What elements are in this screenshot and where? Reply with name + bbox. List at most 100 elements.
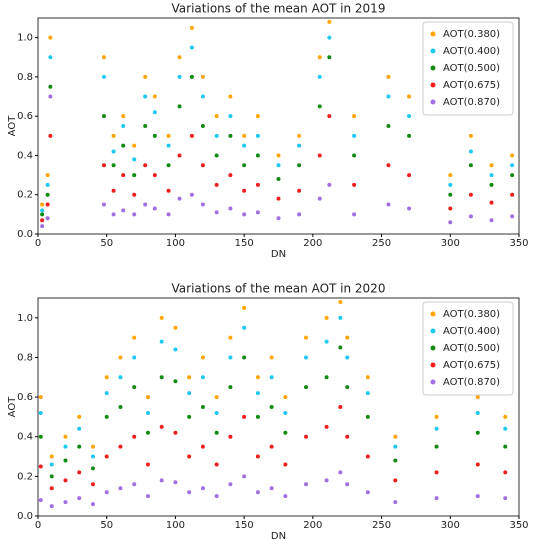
point	[90, 466, 95, 471]
y-tick-label: 0.2	[17, 471, 33, 482]
point	[317, 196, 322, 201]
point	[228, 355, 233, 360]
point	[159, 339, 164, 344]
point	[448, 220, 453, 225]
point	[228, 385, 233, 390]
point	[143, 163, 148, 168]
point	[503, 496, 508, 501]
point	[475, 430, 480, 435]
point	[189, 133, 194, 138]
point	[63, 444, 68, 449]
point	[200, 202, 205, 207]
point	[317, 55, 322, 60]
point	[365, 454, 370, 459]
point	[189, 74, 194, 79]
point	[303, 385, 308, 390]
point	[48, 55, 53, 60]
legend-marker	[430, 82, 436, 88]
point	[132, 385, 137, 390]
point	[145, 395, 150, 400]
point	[63, 478, 68, 483]
point	[255, 490, 260, 495]
legend-label: AOT(0.675)	[443, 360, 500, 371]
legend-box	[422, 21, 514, 116]
point	[214, 133, 219, 138]
point	[448, 182, 453, 187]
point	[200, 124, 205, 128]
point	[434, 496, 439, 501]
point	[510, 192, 515, 197]
point	[338, 345, 343, 350]
point	[132, 434, 137, 439]
point	[242, 133, 247, 138]
point	[228, 335, 233, 340]
point	[187, 414, 192, 419]
axes-frame	[37, 297, 520, 517]
point	[276, 216, 281, 221]
point	[187, 391, 192, 396]
point	[283, 430, 288, 435]
point	[352, 133, 357, 138]
point	[200, 444, 205, 449]
point	[173, 480, 178, 485]
point	[407, 206, 412, 211]
point	[143, 94, 148, 99]
legend-box	[422, 301, 514, 396]
point	[214, 462, 219, 467]
legend-label: AOT(0.675)	[443, 80, 500, 91]
point	[345, 335, 350, 340]
point	[166, 143, 171, 148]
point	[49, 474, 54, 479]
point	[393, 458, 398, 463]
point	[393, 444, 398, 449]
point	[434, 444, 439, 449]
point	[118, 444, 123, 449]
point	[104, 414, 109, 419]
point	[468, 214, 473, 219]
legend: AOT(0.380) AOT(0.400) AOT(0.500) AOT(0.675)…	[422, 21, 514, 116]
point	[434, 470, 439, 475]
x-tick-label: 150	[235, 520, 254, 531]
point	[365, 375, 370, 380]
point	[468, 149, 473, 154]
x-axis-label: DN	[271, 249, 286, 260]
point	[365, 490, 370, 495]
point	[49, 462, 54, 467]
y-tick-label: 1.0	[17, 313, 33, 324]
point	[121, 173, 126, 178]
point	[386, 202, 391, 207]
point	[228, 482, 233, 487]
x-tick-label: 100	[166, 520, 185, 531]
point	[303, 434, 308, 439]
point	[345, 355, 350, 360]
x-tick-label: 50	[100, 238, 113, 249]
point	[475, 395, 480, 400]
legend-label: AOT(0.380)	[443, 29, 500, 40]
point	[40, 218, 45, 223]
point	[187, 490, 192, 495]
point	[338, 299, 343, 304]
point	[200, 94, 205, 99]
point	[49, 486, 54, 491]
legend-marker	[430, 345, 436, 351]
point	[503, 470, 508, 475]
point	[327, 19, 332, 24]
point	[132, 482, 137, 487]
point	[77, 444, 82, 449]
point	[77, 470, 82, 475]
point	[145, 410, 150, 415]
point	[121, 143, 126, 148]
point	[152, 110, 157, 115]
point	[111, 188, 116, 193]
point	[159, 315, 164, 320]
point	[255, 414, 260, 419]
y-tick-label: 0.8	[17, 352, 33, 363]
point	[393, 478, 398, 483]
point	[214, 210, 219, 215]
y-tick-label: 0.2	[17, 190, 33, 201]
point	[303, 335, 308, 340]
point	[407, 94, 412, 99]
point	[77, 426, 82, 431]
point	[101, 74, 106, 79]
point	[386, 163, 391, 168]
